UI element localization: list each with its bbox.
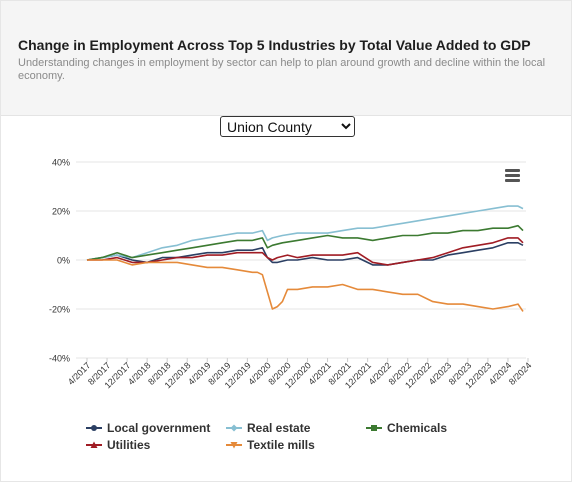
legend-item[interactable]: Local government: [86, 420, 210, 436]
series-line: [86, 224, 524, 261]
chart-subtitle: Understanding changes in employment by s…: [18, 57, 546, 82]
legend-marker: [86, 441, 102, 448]
region-select-wrapper: Union County: [220, 116, 355, 137]
chart-title: Change in Employment Across Top 5 Indust…: [18, 37, 531, 53]
card-header: Change in Employment Across Top 5 Indust…: [1, 1, 571, 116]
legend-item[interactable]: Textile mills: [226, 437, 315, 453]
legend-label: Textile mills: [247, 438, 315, 452]
region-select[interactable]: Union County: [220, 116, 355, 137]
series-line: [86, 205, 524, 261]
series-line: [86, 242, 524, 266]
y-tick-label: 20%: [52, 207, 70, 217]
y-tick-label: 0%: [57, 256, 70, 266]
legend-item[interactable]: Chemicals: [366, 420, 447, 436]
legend-item[interactable]: Utilities: [86, 437, 150, 453]
y-tick-label: -20%: [49, 305, 70, 315]
x-tick-label: 8/2024: [507, 360, 534, 387]
legend-marker: [226, 424, 242, 432]
legend-item[interactable]: Real estate: [226, 420, 310, 436]
legend-label: Local government: [107, 421, 211, 435]
hamburger-menu-icon[interactable]: [504, 168, 522, 182]
y-tick-label: 40%: [52, 158, 70, 168]
series-line: [87, 237, 524, 266]
legend-label: Utilities: [107, 438, 151, 452]
legend-marker: [366, 425, 382, 431]
chart-legend: Local government Real estate Chemicals Util…: [86, 420, 526, 460]
legend-label: Chemicals: [387, 421, 448, 435]
series-line: [87, 259, 524, 312]
legend-label: Real estate: [247, 421, 311, 435]
legend-marker: [86, 425, 102, 431]
legend-marker: [226, 442, 242, 449]
y-tick-label: -40%: [49, 354, 70, 364]
